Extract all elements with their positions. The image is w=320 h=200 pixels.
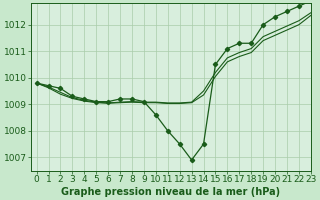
X-axis label: Graphe pression niveau de la mer (hPa): Graphe pression niveau de la mer (hPa): [61, 187, 280, 197]
